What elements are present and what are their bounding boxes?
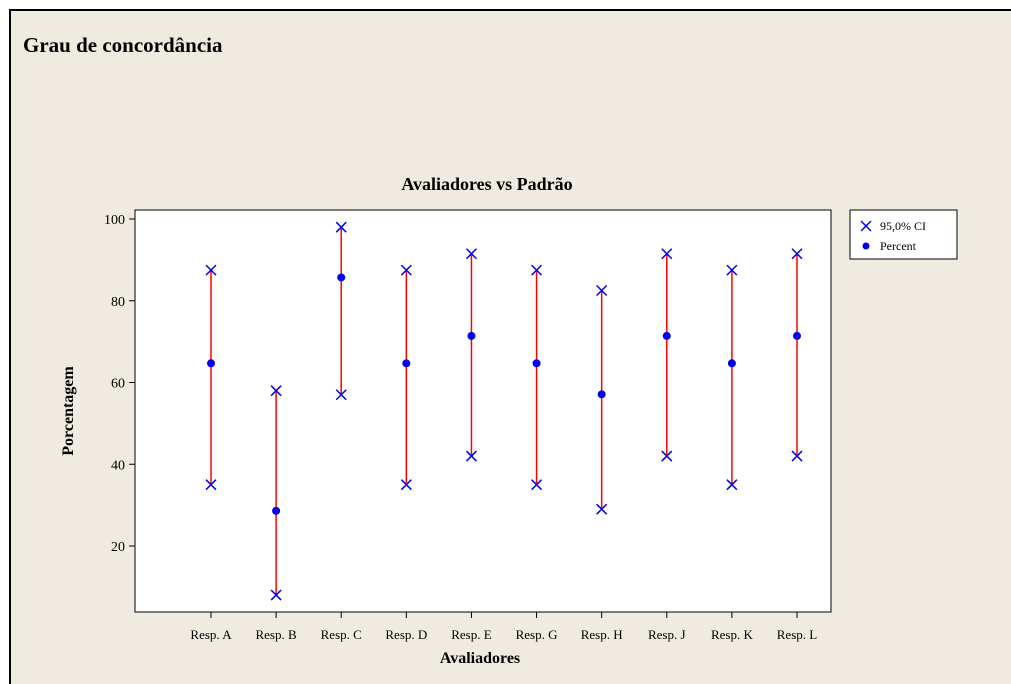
ci-upper-marker xyxy=(791,248,803,260)
ci-lower-marker xyxy=(335,389,347,401)
ci-upper-marker xyxy=(400,264,412,276)
x-tick-label: Resp. C xyxy=(321,627,362,642)
percent-point xyxy=(793,331,801,340)
plot-area xyxy=(134,209,832,613)
percent-point xyxy=(402,359,411,368)
percent-point xyxy=(337,273,346,282)
chart-marks xyxy=(205,221,803,601)
y-tick-label: 100 xyxy=(104,213,125,228)
ci-lower-marker xyxy=(726,479,738,491)
percent-point xyxy=(207,359,215,368)
ci-upper-marker xyxy=(335,221,347,233)
legend-entry-label: 95,0% CI xyxy=(880,219,926,233)
ci-lower-marker xyxy=(400,479,412,491)
ci-upper-marker xyxy=(205,264,217,276)
ci-upper-marker xyxy=(465,248,477,260)
ci-upper-marker xyxy=(531,264,543,276)
ci-upper-marker xyxy=(596,285,608,297)
ci-upper-marker xyxy=(726,264,738,276)
x-tick-label: Resp. J xyxy=(648,627,686,642)
x-tick-label: Resp. A xyxy=(190,627,232,642)
percent-point xyxy=(597,390,606,399)
x-tick-label: Resp. E xyxy=(451,627,492,642)
y-axis-label: Porcentagem xyxy=(60,366,77,456)
percent-point xyxy=(727,359,736,368)
percent-point xyxy=(662,331,671,340)
ci-lower-marker xyxy=(791,450,803,462)
y-tick-label: 20 xyxy=(111,540,125,555)
legend: 95,0% CI Percent xyxy=(849,209,958,260)
x-axis-label: Avaliadores xyxy=(440,650,520,667)
ci-upper-marker xyxy=(661,248,673,260)
x-axis: Resp. A Resp. B Resp. C Resp. D Resp. E Resp.… xyxy=(190,612,817,642)
x-tick-label: Resp. L xyxy=(777,627,818,642)
y-tick-label: 60 xyxy=(111,377,125,392)
ci-lower-marker xyxy=(531,479,543,491)
chart-title: Avaliadores vs Padrão xyxy=(401,174,572,194)
y-tick-label: 80 xyxy=(111,295,125,310)
x-tick-label: Resp. D xyxy=(385,627,427,642)
legend-entry-label: Percent xyxy=(880,239,917,253)
legend-box xyxy=(849,209,958,260)
page-title: Grau de concordância xyxy=(23,33,223,57)
ci-lower-marker xyxy=(205,479,217,491)
ci-lower-marker xyxy=(661,450,673,462)
x-tick-label: Resp. G xyxy=(516,627,558,642)
percent-point xyxy=(532,359,541,368)
y-tick-label: 40 xyxy=(111,458,125,473)
x-tick-label: Resp. B xyxy=(256,627,298,642)
ci-lower-marker xyxy=(270,589,282,601)
ci-upper-marker xyxy=(270,385,282,397)
ci-lower-marker xyxy=(596,503,608,515)
legend-ci-marker xyxy=(860,220,872,232)
legend-percent-marker xyxy=(862,242,870,250)
y-axis: 20 40 60 80 100 xyxy=(104,213,135,555)
x-tick-label: Resp. H xyxy=(581,627,623,642)
percent-point xyxy=(272,506,281,515)
percent-point xyxy=(467,331,476,340)
x-tick-label: Resp. K xyxy=(711,627,754,642)
ci-lower-marker xyxy=(465,450,477,462)
